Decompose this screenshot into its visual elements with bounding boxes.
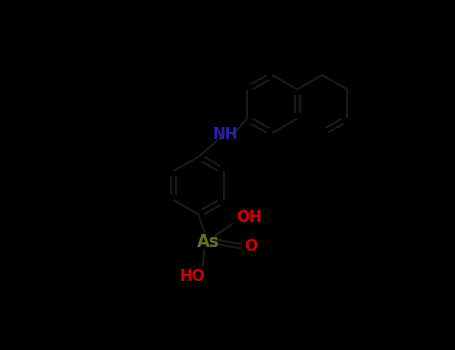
- Text: OH: OH: [237, 210, 262, 225]
- Text: O: O: [244, 238, 257, 253]
- Text: HO: HO: [179, 269, 205, 284]
- Text: NH: NH: [213, 127, 238, 142]
- Text: As: As: [197, 233, 219, 251]
